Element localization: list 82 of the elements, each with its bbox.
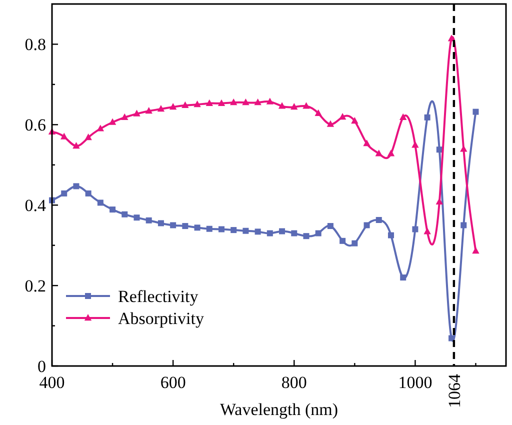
point	[194, 224, 200, 231]
point	[206, 99, 213, 106]
point	[169, 102, 177, 110]
point	[182, 101, 189, 108]
x-tick-label: 1000	[398, 373, 432, 392]
point	[278, 102, 286, 109]
legend-label: Reflectivity	[118, 287, 199, 306]
point	[364, 222, 370, 228]
point	[266, 98, 274, 104]
x-tick-label: 400	[39, 373, 65, 392]
point	[314, 109, 322, 116]
point	[399, 113, 407, 120]
point	[121, 113, 128, 120]
point	[61, 190, 68, 196]
point	[145, 106, 152, 114]
point	[279, 228, 286, 234]
point	[182, 223, 188, 230]
point	[194, 100, 201, 108]
point	[472, 246, 480, 254]
point	[157, 104, 165, 112]
point	[97, 200, 104, 206]
point	[448, 335, 455, 342]
point	[133, 110, 140, 116]
point	[338, 113, 346, 120]
point	[290, 102, 298, 110]
point	[412, 141, 419, 148]
point	[387, 150, 395, 156]
point	[170, 222, 176, 228]
point	[302, 102, 310, 109]
y-tick-label: 0.6	[24, 116, 46, 135]
point	[122, 211, 128, 218]
point	[60, 132, 68, 140]
point	[424, 228, 431, 234]
point	[218, 99, 226, 106]
point	[254, 228, 261, 235]
point	[436, 146, 442, 153]
point	[388, 232, 394, 238]
point	[436, 198, 444, 204]
point	[303, 233, 310, 240]
point	[400, 274, 406, 281]
point	[108, 118, 116, 125]
point	[326, 120, 334, 127]
y-tick-label: 0	[38, 357, 46, 376]
point	[158, 220, 164, 226]
point	[340, 238, 346, 244]
x-tick-label: 800	[281, 373, 307, 392]
point	[375, 150, 382, 156]
point	[352, 240, 358, 246]
point	[460, 145, 468, 152]
point	[327, 223, 334, 230]
y-tick-label: 0.2	[24, 276, 46, 296]
x-tick-label: 600	[160, 373, 186, 392]
y-tick-label: 0.4	[24, 196, 46, 216]
point	[96, 124, 104, 132]
point	[110, 206, 116, 213]
point	[472, 108, 479, 115]
point	[266, 230, 273, 236]
point	[363, 140, 370, 146]
point	[84, 134, 92, 140]
point	[242, 98, 250, 106]
point	[242, 228, 249, 234]
point	[72, 142, 80, 149]
point	[134, 214, 140, 221]
point	[315, 230, 322, 236]
point	[146, 217, 152, 224]
point	[412, 226, 418, 232]
point	[351, 117, 358, 124]
x-axis-title: Wavelength (nm)	[220, 400, 338, 419]
point	[218, 226, 224, 232]
point	[424, 114, 430, 120]
point	[230, 98, 238, 106]
ref-line-label: 1064	[444, 374, 464, 408]
point	[206, 226, 212, 232]
y-tick-label: 0.8	[24, 35, 46, 54]
point	[85, 190, 92, 196]
legend-label: Absorptivity	[118, 309, 204, 328]
point	[291, 230, 298, 236]
point	[230, 227, 237, 234]
point	[460, 222, 467, 228]
point	[376, 216, 382, 223]
point	[73, 183, 80, 190]
point	[254, 98, 262, 106]
